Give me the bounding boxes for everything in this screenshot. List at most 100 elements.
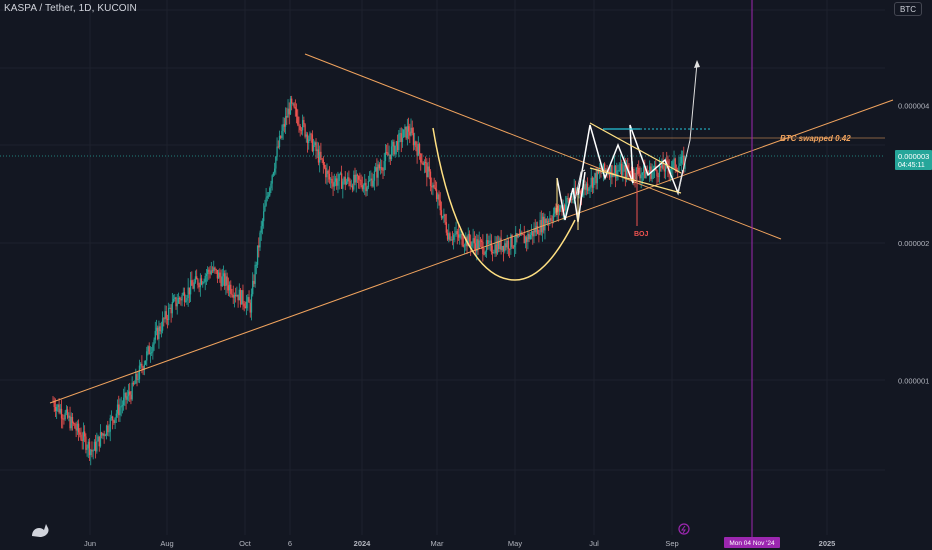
candle-body	[133, 383, 136, 385]
candle-body	[489, 240, 491, 242]
candle-body	[506, 240, 508, 248]
candle-body	[389, 154, 391, 160]
candle-body	[224, 273, 226, 287]
candle-body	[414, 141, 416, 146]
candle-body	[417, 144, 419, 156]
candle-body	[76, 423, 79, 431]
candle-body	[150, 352, 153, 354]
time-axis-label: Jun	[84, 539, 96, 548]
candle-body	[203, 281, 205, 283]
candle-body	[661, 160, 663, 168]
flag-lower-line	[589, 167, 682, 194]
candle-body	[443, 214, 445, 216]
candle-body	[241, 290, 243, 305]
candle-body	[431, 186, 433, 188]
candle-body	[137, 379, 139, 380]
time-axis-label: Oct	[239, 539, 252, 548]
candle-body	[594, 173, 596, 178]
candle-body	[74, 423, 76, 429]
price-axis-label: 0.000001	[898, 377, 929, 386]
candle-body	[287, 108, 289, 118]
candle-body	[259, 232, 261, 248]
candle-body	[311, 134, 314, 152]
candle-body	[429, 171, 432, 187]
candle-body	[399, 133, 401, 134]
candle-body	[336, 178, 338, 186]
candle-body	[388, 154, 390, 156]
candle-body	[462, 245, 465, 247]
candle-body	[230, 284, 232, 294]
candle-body	[477, 239, 479, 249]
candle-body	[493, 252, 495, 254]
candle-body	[356, 174, 359, 176]
candle-body	[567, 197, 569, 199]
candle-body	[158, 326, 160, 339]
candle-countdown: 04:45:11	[898, 162, 925, 169]
candle-body	[345, 181, 348, 185]
candle-body	[437, 194, 439, 200]
candle-body	[297, 116, 299, 125]
candle-body	[211, 270, 214, 272]
candle-body	[66, 409, 69, 418]
candle-body	[630, 175, 633, 177]
candle-body	[112, 416, 114, 421]
chart-drawings: BTC swapped 0.42 BOJ	[0, 0, 894, 540]
candle-body	[187, 287, 189, 299]
candle-body	[591, 177, 594, 188]
candle-body	[400, 133, 402, 142]
candle-body	[449, 233, 451, 241]
candle-body	[71, 416, 74, 423]
candle-body	[176, 303, 178, 307]
candle-body	[394, 145, 396, 155]
candle-body	[305, 134, 307, 137]
candle-body	[428, 166, 430, 172]
candle-body	[198, 285, 200, 288]
candle-body	[129, 391, 131, 395]
candle-body	[272, 172, 275, 176]
candle-body	[292, 103, 294, 105]
candle-body	[370, 178, 372, 181]
candle-body	[656, 170, 658, 177]
tradingview-logo-icon	[32, 524, 49, 537]
candle-body	[125, 392, 127, 400]
candle-body	[387, 152, 389, 156]
candle-body	[236, 294, 238, 297]
price-axis-label: 0.000002	[898, 239, 929, 248]
candle-body	[451, 239, 454, 241]
candle-body	[572, 198, 574, 200]
candle-body	[350, 185, 352, 187]
candle-body	[202, 282, 204, 285]
btc-swapped-annotation: BTC swapped 0.42	[780, 134, 851, 143]
candle-body	[674, 158, 676, 169]
candle-body	[69, 415, 71, 429]
candle-body	[90, 449, 92, 456]
candle-body	[673, 158, 675, 162]
candle-body	[155, 327, 158, 332]
candlestick-series	[52, 95, 686, 466]
projection-arrowhead	[694, 60, 700, 68]
candle-body	[333, 181, 335, 187]
candle-body	[565, 204, 567, 211]
currency-button[interactable]: BTC	[894, 2, 922, 16]
candle-body	[154, 331, 156, 340]
candle-body	[254, 264, 256, 284]
candle-body	[494, 244, 496, 253]
candle-body	[468, 233, 471, 242]
candle-body	[192, 285, 194, 289]
candle-body	[495, 244, 497, 254]
candle-body	[502, 246, 505, 252]
candle-body	[221, 276, 223, 287]
candle-body	[109, 418, 111, 432]
candle-body	[549, 218, 551, 222]
candle-body	[454, 234, 456, 236]
candle-body	[642, 165, 645, 173]
candle-body	[258, 245, 260, 248]
candle-body	[293, 103, 295, 108]
price-axis[interactable]: 0.0000040.0000030.0000020.0000010.000003…	[895, 101, 932, 386]
time-axis-label: Sep	[665, 539, 678, 548]
candle-body	[266, 196, 268, 198]
time-axis[interactable]: Jun Aug Oct 6 2024 Mar May Jul Sep 2025 Mon 04 Nov…	[32, 523, 835, 548]
candle-body	[270, 183, 272, 189]
candle-body	[131, 382, 133, 400]
